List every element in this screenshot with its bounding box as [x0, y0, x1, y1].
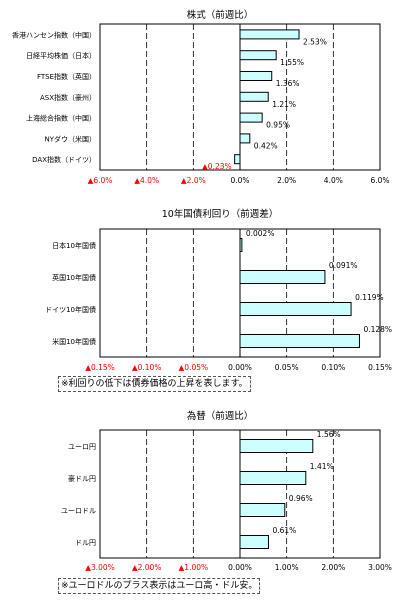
chart-2-tick-label-4: 1.00% — [275, 563, 299, 572]
chart-2-tick-label-0: ▲3.00% — [85, 563, 115, 572]
chart-0-tick-label-2: ▲2.0% — [181, 176, 206, 185]
chart-2-tick-label-1: ▲2.00% — [132, 563, 162, 572]
chart-0-category-label-3: ASX指数（豪州） — [40, 93, 96, 102]
chart-0-tick-label-1: ▲4.0% — [134, 176, 159, 185]
chart-2-value-label-2: 0.96% — [289, 494, 313, 503]
chart-0-tick-label-4: 2.0% — [277, 176, 296, 185]
chart-2-category-label-1: 豪ドル円 — [68, 474, 96, 483]
chart-2-category-label-0: ユーロ円 — [68, 443, 96, 451]
chart-2-title: 為替（前週比） — [187, 410, 254, 422]
chart-0-bar-4 — [239, 112, 263, 123]
chart-0-value-label-6: ▲0.23% — [202, 162, 232, 171]
chart-2-category-label-3: ドル円 — [75, 539, 96, 547]
chart-0-bar-1 — [239, 50, 277, 61]
chart-0-value-label-2: 1.36% — [276, 79, 300, 88]
chart-1-bar-1 — [239, 270, 326, 284]
chart-2-bar-1 — [239, 471, 307, 485]
chart-1-bar-3 — [239, 334, 360, 348]
chart-0-category-label-2: FTSE指数（英国） — [37, 72, 96, 81]
chart-0-category-label-1: 日経平均株価（日本） — [26, 51, 96, 60]
chart-2-bar-2 — [239, 503, 286, 517]
chart-1-value-label-3: 0.128% — [363, 325, 392, 334]
chart-2-tick-label-3: 0.00% — [228, 563, 252, 572]
chart-2-category-label-2: ユーロドル — [61, 507, 96, 515]
chart-2-tick-label-6: 3.00% — [368, 563, 392, 572]
chart-0-bar-5 — [239, 133, 251, 144]
chart-1-bar-2 — [239, 302, 352, 316]
chart-2-tick-label-2: ▲1.00% — [179, 563, 209, 572]
chart-1-tick-label-0: ▲0.15% — [85, 363, 115, 372]
chart-0-value-label-0: 2.53% — [303, 37, 327, 46]
chart-0-bar-2 — [239, 71, 273, 81]
chart-0-bar-0 — [239, 29, 300, 40]
chart-0-value-label-1: 1.55% — [280, 58, 304, 67]
chart-0-tick-label-5: 4.0% — [324, 176, 343, 185]
chart-2-value-label-3: 0.61% — [272, 526, 296, 535]
chart-0-bar-6 — [234, 154, 241, 165]
chart-2-value-label-1: 1.41% — [310, 462, 334, 471]
chart-1-category-label-2: ドイツ10年国債 — [45, 305, 96, 314]
chart-2-value-label-0: 1.56% — [317, 430, 341, 439]
chart-0-category-label-4: 上海総合指数（中国） — [26, 114, 96, 123]
chart-0-tick-label-6: 6.0% — [370, 176, 389, 185]
chart-0-value-label-4: 0.95% — [266, 121, 290, 130]
chart-note-bonds: ※利回りの低下は債券価格の上昇を表します。 — [58, 376, 251, 392]
chart-1-tick-label-4: 0.05% — [275, 363, 299, 372]
chart-0-category-label-0: 香港ハンセン指数（中国） — [12, 30, 96, 39]
chart-1-category-label-1: 英国10年国債 — [52, 273, 96, 282]
chart-1-bar-0 — [239, 238, 243, 252]
chart-0-tick-label-0: ▲6.0% — [88, 176, 113, 185]
chart-1-value-label-1: 0.091% — [329, 261, 358, 270]
chart-0-value-label-3: 1.21% — [272, 100, 296, 109]
chart-2-tick-label-5: 2.00% — [321, 563, 345, 572]
chart-1-tick-label-6: 0.15% — [368, 363, 392, 372]
chart-1-tick-label-1: ▲0.10% — [132, 363, 162, 372]
chart-note-fx: ※ユーロドルのプラス表示はユーロ高・ドル安。 — [58, 578, 261, 594]
chart-2-bar-3 — [239, 535, 269, 549]
chart-1-tick-label-3: 0.00% — [228, 363, 252, 372]
chart-0-title: 株式（前週比） — [187, 9, 254, 21]
chart-0-category-label-5: NYダウ（米国） — [44, 134, 96, 143]
chart-0-tick-label-3: 0.0% — [230, 176, 249, 185]
chart-0-value-label-5: 0.42% — [254, 141, 278, 150]
chart-1-category-label-3: 米国10年国債 — [52, 337, 96, 346]
chart-1-title: 10年国債利回り（前週差） — [162, 208, 279, 220]
chart-1-value-label-2: 0.119% — [355, 293, 384, 302]
chart-0-bar-3 — [239, 91, 269, 102]
chart-2-bar-0 — [239, 439, 314, 453]
chart-1-category-label-0: 日本10年国債 — [52, 241, 96, 250]
chart-1-tick-label-5: 0.10% — [321, 363, 345, 372]
chart-1-tick-label-2: ▲0.05% — [179, 363, 209, 372]
chart-0-category-label-6: DAX指数（ドイツ） — [32, 155, 96, 164]
chart-1-value-label-0: 0.002% — [246, 229, 275, 238]
